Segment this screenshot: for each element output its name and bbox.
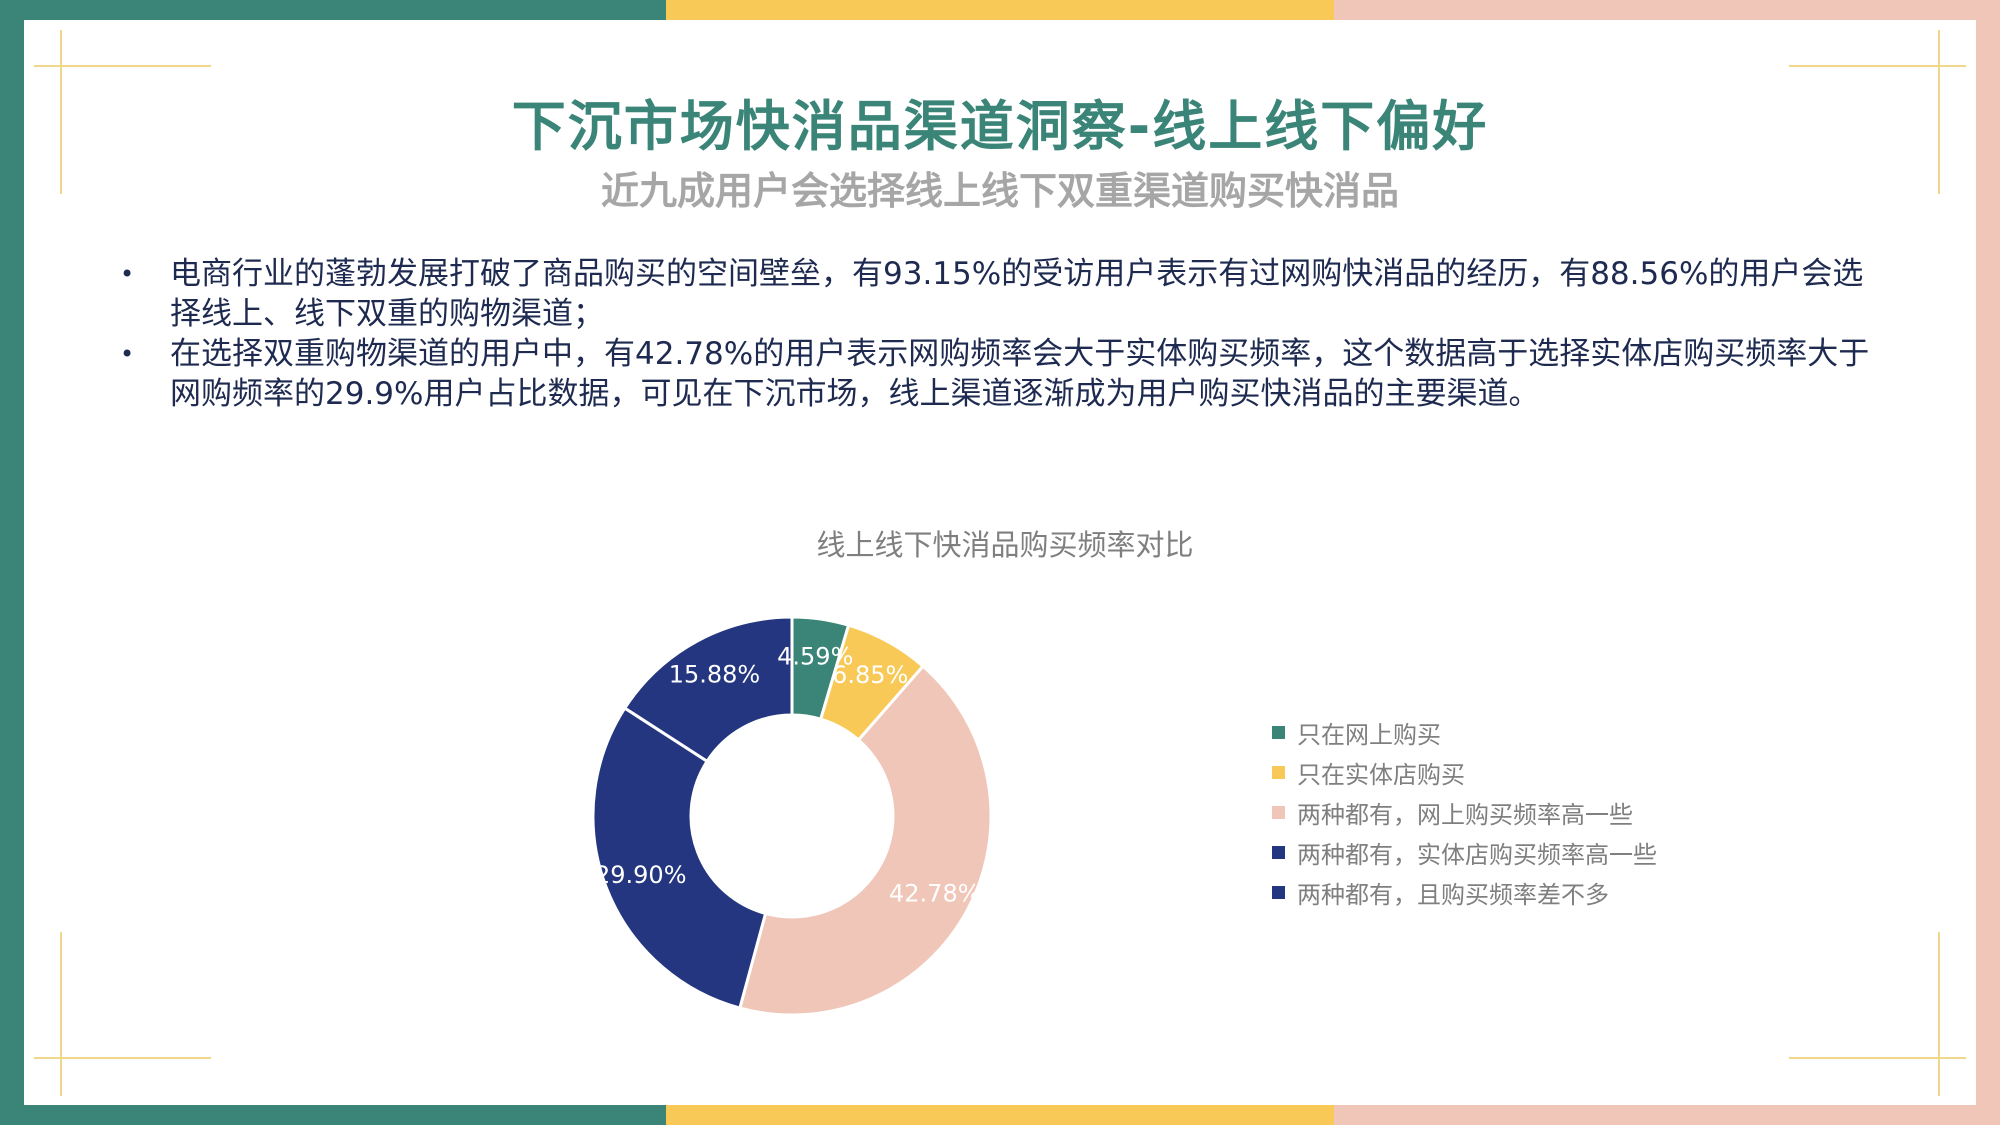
frame-bottom-band-pink [1334, 1105, 2000, 1125]
donut-slice-both-offline-more [591, 706, 768, 1010]
legend-label: 只在实体店购买 [1297, 760, 1465, 789]
legend-item-offline-only: 只在实体店购买 [1272, 752, 1657, 792]
legend-swatch [1272, 725, 1285, 739]
legend-swatch [1272, 845, 1285, 859]
bullet-item: 电商行业的蓬勃发展打破了商品购买的空间壁垒，有93.15%的受访用户表示有过网购… [120, 254, 1880, 334]
frame-top-band-yellow [666, 0, 1334, 20]
corner-tr-v [1938, 30, 1940, 194]
legend-swatch [1272, 765, 1285, 779]
corner-tr-h [1789, 65, 1966, 67]
frame-bottom-band-yellow [666, 1105, 1334, 1125]
bullet-item: 在选择双重购物渠道的用户中，有42.78%的用户表示网购频率会大于实体购买频率，… [120, 334, 1880, 414]
page-subtitle: 近九成用户会选择线上线下双重渠道购买快消品 [600, 169, 1399, 213]
corner-br-h [1789, 1057, 1966, 1059]
chart-legend: 只在网上购买 只在实体店购买两种都有，网上购买频率高一些 两种都有，实体店购买频率高… [1272, 712, 1657, 912]
donut-labels: 4.59%6.85% 42.78% 29.90% 15.88% [595, 643, 981, 908]
frame-top-band-pink [1334, 0, 2000, 20]
frame-top-band-green [0, 0, 666, 20]
legend-label: 两种都有，网上购买频率高一些 [1297, 800, 1633, 829]
data-label-both-offline-more: 29.90% [595, 861, 687, 889]
corner-tl-v [60, 30, 62, 194]
corner-tl-h [34, 65, 211, 67]
frame-left-band [0, 0, 24, 1125]
legend-label: 两种都有，且购买频率差不多 [1297, 880, 1609, 909]
legend-swatch [1272, 885, 1285, 899]
frame-right-band [1976, 0, 2000, 1125]
corner-bl-h [34, 1057, 211, 1059]
legend-item-online-only: 只在网上购买 [1272, 712, 1657, 752]
legend-swatch [1272, 805, 1285, 819]
donut-slices [591, 615, 993, 1017]
donut-slice-both-equal [622, 615, 794, 764]
legend-item-both-equal: 两种都有，且购买频率差不多 [1272, 872, 1657, 912]
data-label-offline-only: 6.85% [832, 661, 908, 689]
data-label-online-only: 4.59% [777, 643, 853, 671]
corner-br-v [1938, 932, 1940, 1096]
corner-bl-v [60, 932, 62, 1096]
legend-label: 两种都有，实体店购买频率高一些 [1297, 840, 1657, 869]
bullet-list: 电商行业的蓬勃发展打破了商品购买的空间壁垒，有93.15%的受访用户表示有过网购… [120, 254, 1880, 414]
legend-label: 只在网上购买 [1297, 720, 1441, 749]
frame-bottom-band-green [0, 1105, 666, 1125]
data-label-both-equal: 15.88% [669, 661, 761, 689]
chart-title: 线上线下快消品购买频率对比 [816, 528, 1194, 562]
donut-slice-both-online-more [738, 664, 993, 1017]
data-label-both-online-more: 42.78% [889, 880, 981, 908]
legend-item-both-online-more: 两种都有，网上购买频率高一些 [1272, 792, 1657, 832]
page-title: 下沉市场快消品渠道洞察-线上线下偏好 [511, 95, 1489, 158]
legend-item-both-offline-more: 两种都有，实体店购买频率高一些 [1272, 832, 1657, 872]
